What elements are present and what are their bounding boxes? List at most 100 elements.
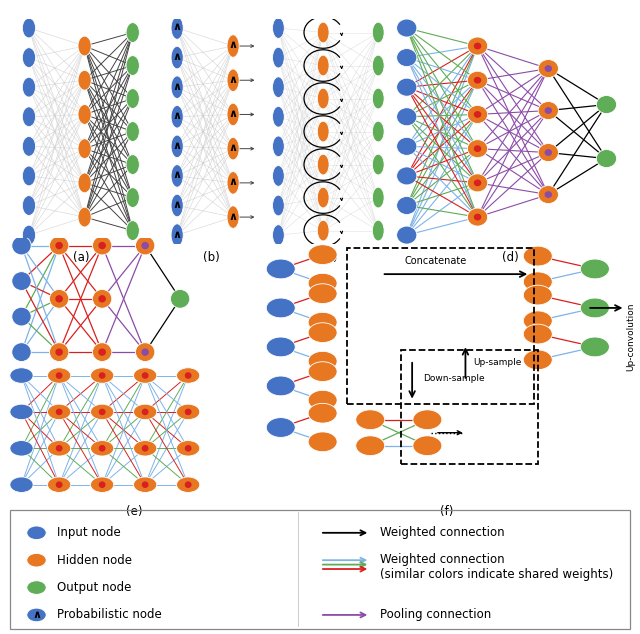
Text: Down-sample: Down-sample: [424, 373, 485, 382]
Circle shape: [78, 70, 92, 90]
Text: ∧: ∧: [173, 52, 182, 62]
Circle shape: [273, 48, 284, 68]
Circle shape: [78, 139, 92, 158]
Circle shape: [227, 172, 239, 194]
Circle shape: [22, 196, 36, 216]
Circle shape: [171, 224, 183, 247]
Circle shape: [99, 482, 105, 488]
Circle shape: [92, 290, 112, 308]
Circle shape: [317, 22, 329, 43]
Circle shape: [171, 165, 183, 187]
Circle shape: [474, 43, 481, 49]
Ellipse shape: [134, 368, 157, 383]
Circle shape: [356, 436, 385, 456]
Text: Weighted connection: Weighted connection: [380, 526, 504, 540]
Ellipse shape: [177, 477, 200, 493]
Circle shape: [27, 581, 46, 595]
Ellipse shape: [177, 368, 200, 383]
Ellipse shape: [177, 404, 200, 420]
Circle shape: [467, 105, 488, 124]
Circle shape: [186, 446, 191, 451]
Circle shape: [317, 187, 329, 208]
Ellipse shape: [10, 477, 33, 493]
Text: ∧: ∧: [173, 22, 182, 32]
Circle shape: [136, 236, 155, 255]
Circle shape: [49, 290, 69, 308]
Text: Output node: Output node: [56, 581, 131, 594]
Circle shape: [170, 290, 190, 308]
Text: (d): (d): [502, 251, 519, 264]
Ellipse shape: [134, 441, 157, 456]
Circle shape: [317, 154, 329, 175]
Text: ∧: ∧: [173, 230, 182, 240]
Circle shape: [92, 236, 112, 255]
Circle shape: [171, 105, 183, 128]
Circle shape: [467, 37, 488, 55]
Circle shape: [27, 526, 46, 540]
Circle shape: [92, 343, 112, 361]
Circle shape: [372, 55, 384, 76]
Text: Hidden node: Hidden node: [56, 553, 132, 567]
Circle shape: [99, 410, 105, 415]
Circle shape: [596, 96, 616, 113]
Circle shape: [317, 88, 329, 109]
Circle shape: [171, 194, 183, 217]
Text: ∧: ∧: [173, 200, 182, 210]
Circle shape: [126, 56, 140, 75]
Circle shape: [317, 55, 329, 76]
Circle shape: [126, 221, 140, 240]
Circle shape: [467, 71, 488, 89]
Circle shape: [397, 19, 417, 37]
Circle shape: [413, 436, 442, 456]
Circle shape: [22, 136, 36, 156]
Circle shape: [78, 207, 92, 227]
Text: Up-sample: Up-sample: [473, 358, 522, 367]
Circle shape: [142, 349, 148, 355]
Circle shape: [397, 226, 417, 244]
Ellipse shape: [47, 477, 71, 493]
Circle shape: [467, 174, 488, 192]
Ellipse shape: [90, 477, 114, 493]
Text: (a): (a): [74, 251, 90, 264]
Circle shape: [308, 273, 337, 293]
Circle shape: [356, 410, 385, 430]
Circle shape: [56, 410, 62, 415]
Ellipse shape: [10, 404, 33, 420]
Circle shape: [273, 18, 284, 39]
Text: ∧: ∧: [228, 212, 237, 221]
Circle shape: [308, 313, 337, 332]
Circle shape: [524, 324, 552, 344]
Circle shape: [99, 243, 105, 249]
Circle shape: [308, 351, 337, 371]
Circle shape: [273, 136, 284, 157]
Circle shape: [474, 77, 481, 83]
Circle shape: [27, 608, 46, 622]
Circle shape: [308, 403, 337, 423]
Circle shape: [171, 135, 183, 158]
Circle shape: [372, 187, 384, 208]
Circle shape: [266, 337, 295, 357]
Circle shape: [397, 49, 417, 67]
Circle shape: [372, 88, 384, 109]
Ellipse shape: [134, 404, 157, 420]
Circle shape: [266, 259, 295, 279]
Ellipse shape: [47, 441, 71, 456]
Circle shape: [126, 188, 140, 207]
Circle shape: [580, 337, 609, 357]
Circle shape: [397, 108, 417, 126]
Circle shape: [126, 122, 140, 141]
Circle shape: [56, 349, 62, 355]
Ellipse shape: [177, 441, 200, 456]
Circle shape: [143, 446, 148, 451]
Ellipse shape: [10, 368, 33, 383]
Circle shape: [56, 296, 62, 302]
Circle shape: [78, 173, 92, 193]
Ellipse shape: [10, 441, 33, 456]
Ellipse shape: [134, 477, 157, 493]
Circle shape: [99, 349, 105, 355]
Circle shape: [308, 362, 337, 382]
Text: Probabilistic node: Probabilistic node: [56, 609, 161, 621]
Circle shape: [545, 66, 551, 71]
Circle shape: [372, 154, 384, 175]
Circle shape: [27, 553, 46, 567]
